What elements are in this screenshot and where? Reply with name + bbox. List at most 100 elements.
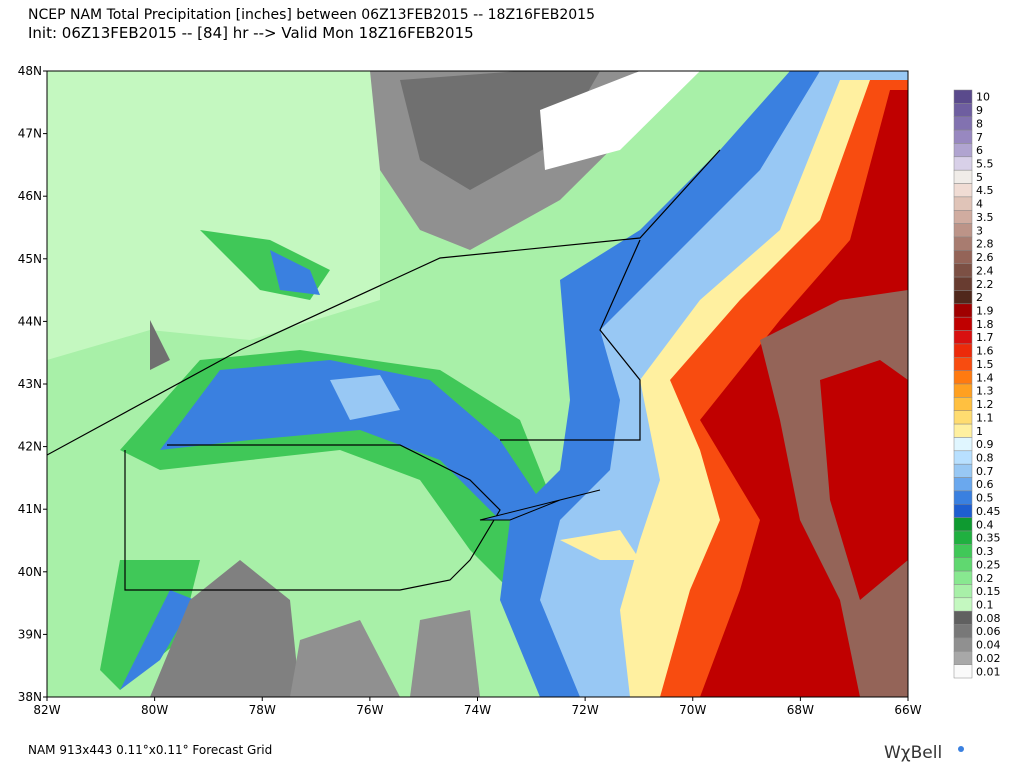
legend-swatch: [953, 357, 973, 371]
grid-note: NAM 913x443 0.11°x0.11° Forecast Grid: [28, 743, 272, 757]
legend-label: 1.3: [976, 385, 994, 398]
legend-swatch: [953, 383, 973, 398]
legend-label: 7: [976, 131, 983, 144]
legend-swatch: [953, 664, 973, 679]
legend-label: 0.6: [976, 478, 994, 491]
lat-label: 45N: [18, 252, 42, 266]
legend-swatch: [953, 316, 973, 331]
precip-map: [47, 71, 908, 697]
legend-label: 4: [976, 198, 983, 211]
legend-label: 1.2: [976, 398, 994, 411]
legend-swatch: [953, 410, 973, 425]
legend-swatch: [953, 624, 973, 639]
legend-swatch: [953, 183, 973, 198]
legend-label: 0.25: [976, 558, 1001, 571]
lat-label: 42N: [18, 440, 42, 454]
legend-label: 0.02: [976, 652, 1001, 665]
legend-swatch: [953, 210, 973, 224]
legend-label: 0.8: [976, 452, 994, 465]
lat-label: 46N: [18, 189, 42, 203]
lat-label: 41N: [18, 502, 42, 516]
lat-label: 39N: [18, 627, 42, 641]
lon-label: 80W: [141, 703, 168, 717]
legend-swatch: [953, 423, 973, 438]
legend-label: 0.08: [976, 612, 1001, 625]
legend-swatch: [953, 584, 973, 599]
brand: WχBell: [884, 743, 942, 763]
legend-label: 0.45: [976, 505, 1001, 518]
legend-label: 4.5: [976, 184, 994, 197]
legend-label: 2.8: [976, 238, 994, 251]
lon-label: 76W: [356, 703, 383, 717]
legend-label: 0.9: [976, 438, 994, 451]
legend-label: 2.6: [976, 251, 994, 264]
legend-label: 1.9: [976, 305, 994, 318]
legend-label: 0.7: [976, 465, 994, 478]
legend-swatch: [953, 437, 973, 452]
legend-label: 8: [976, 117, 983, 130]
legend-label: 3: [976, 224, 983, 237]
legend-label: 0.1: [976, 599, 994, 612]
lon-label: 70W: [679, 703, 706, 717]
legend-swatch: [953, 517, 973, 532]
legend-swatch: [953, 463, 973, 478]
legend-label: 0.01: [976, 665, 1001, 678]
legend-swatch: [953, 477, 973, 492]
legend-swatch: [953, 490, 973, 505]
legend-label: 1.4: [976, 371, 994, 384]
legend-swatch: [953, 450, 973, 465]
legend-swatch: [953, 651, 973, 665]
legend-swatch: [953, 544, 973, 558]
legend-swatch: [953, 397, 973, 411]
lat-label: 48N: [18, 64, 42, 78]
lat-label: 43N: [18, 377, 42, 391]
legend-swatch: [953, 557, 973, 572]
legend-label: 5: [976, 171, 983, 184]
legend-label: 0.04: [976, 639, 1001, 652]
brand-dot: [958, 746, 964, 752]
legend-label: 1.5: [976, 358, 994, 371]
legend-swatch: [953, 370, 973, 385]
subtitle: Init: 06Z13FEB2015 -- [84] hr --> Valid …: [28, 24, 474, 42]
legend-swatch: [953, 263, 973, 278]
legend-label: 10: [976, 91, 990, 104]
legend-swatch: [953, 156, 973, 171]
legend-label: 2: [976, 291, 983, 304]
legend-label: 2.4: [976, 264, 994, 277]
legend-swatch: [953, 303, 973, 318]
lon-label: 78W: [249, 703, 276, 717]
legend-label: 1.6: [976, 345, 994, 358]
legend-swatch: [953, 129, 973, 144]
legend-label: 1.7: [976, 331, 994, 344]
legend-swatch: [953, 223, 973, 238]
legend-swatch: [953, 169, 973, 184]
legend-swatch: [953, 116, 973, 131]
legend-swatch: [953, 89, 973, 104]
legend-swatch: [953, 504, 973, 518]
legend-swatch: [953, 343, 973, 358]
legend-label: 1.8: [976, 318, 994, 331]
legend-swatch: [953, 143, 973, 158]
lon-label: 74W: [464, 703, 491, 717]
legend-label: 5.5: [976, 158, 994, 171]
title: NCEP NAM Total Precipitation [inches] be…: [28, 7, 595, 23]
lon-label: 82W: [33, 703, 60, 717]
legend-label: 0.5: [976, 492, 994, 505]
lat-label: 38N: [18, 690, 42, 704]
legend-swatch: [953, 196, 973, 211]
lon-label: 68W: [787, 703, 814, 717]
legend-label: 9: [976, 104, 983, 117]
legend-swatch: [953, 610, 973, 625]
legend-label: 1: [976, 425, 983, 438]
legend-label: 1.1: [976, 411, 994, 424]
legend-swatch: [953, 597, 973, 612]
legend-label: 0.2: [976, 572, 994, 585]
legend-label: 0.15: [976, 585, 1001, 598]
legend-label: 0.3: [976, 545, 994, 558]
legend-swatch: [953, 637, 973, 652]
legend-label: 6: [976, 144, 983, 157]
lat-label: 47N: [18, 127, 42, 141]
color-legend: 1098765.554.543.532.82.62.42.221.91.81.7…: [953, 89, 1001, 679]
